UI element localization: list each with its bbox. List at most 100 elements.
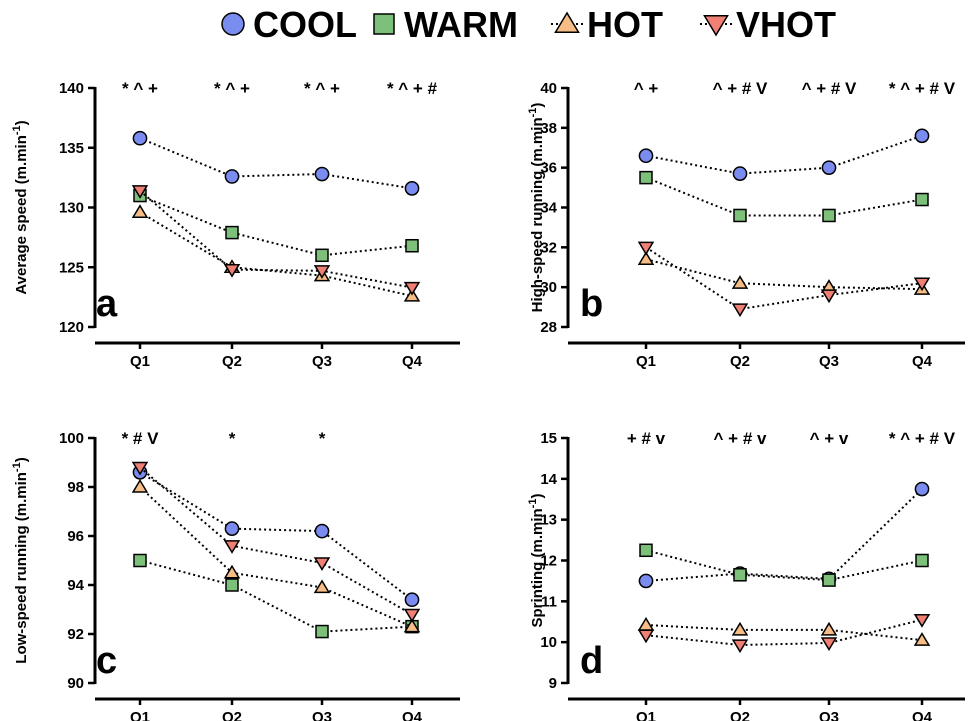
data-point-hot-q2 [731,621,749,636]
x-tick-label: Q3 [819,709,839,721]
x-tick-label: Q4 [912,353,933,370]
data-point-hot-q2 [731,275,749,289]
series-line-vhot [645,246,923,311]
data-point-cool-q2 [224,169,240,184]
x-tick-label: Q4 [402,353,423,370]
y-axis-label: Sprinting (m.min-1) [527,494,546,628]
data-point-vhot-q2 [223,263,241,278]
panels: 120 125 130 135 140 Q1 Q2 Q3 Q4 Average speed (m.… [11,79,965,721]
y-tick-label: 135 [59,140,84,157]
x-tick-label: Q3 [312,709,332,721]
legend-marker-hot [554,11,580,33]
y-tick-label: 30 [540,279,557,296]
series-line-hot [139,211,413,297]
legend-marker-vhot [703,15,729,37]
series-hot [131,204,421,302]
legend-label-hot: HOT [587,4,663,45]
data-point-cool-q3 [314,523,330,539]
data-point-hot-q1 [637,251,655,265]
panel-letter: d [580,640,603,682]
significance-label: ^ + v [810,429,849,448]
y-tick-label: 120 [59,319,84,336]
series-line-warm [139,194,413,257]
data-point-warm-q2 [733,568,747,582]
significance-label: ^ + [634,79,659,98]
significance-label: * ^ + # V [889,429,956,448]
panel-letter: b [580,283,603,325]
y-tick-label: 14 [540,471,557,488]
data-point-vhot-q4 [403,281,421,296]
series-line-cool [139,137,413,190]
y-axis-label: High-speed running (m.min-1) [527,103,546,313]
significance-label: * # V [122,429,160,448]
data-point-warm-q4 [405,238,419,253]
x-tick-label: Q4 [912,709,933,721]
legend-marker-cool [221,12,245,36]
x-tick-label: Q4 [402,709,423,721]
series-vhot [131,461,421,623]
data-point-cool-q3 [821,160,837,176]
series-line-warm [645,549,923,582]
data-point-vhot-q1 [637,629,655,644]
y-tick-label: 36 [540,160,557,177]
significance-label: * [319,429,326,448]
data-point-cool-q4 [914,481,930,497]
y-axis-label: Average speed (m.min-1) [11,120,30,294]
series-vhot [131,185,421,296]
data-point-hot-q1 [131,478,149,493]
y-tick-label: 100 [59,430,84,447]
data-point-cool-q2 [732,166,748,181]
legend-label-cool: COOL [253,4,357,45]
y-tick-label: 15 [540,430,557,447]
data-point-hot-q4 [403,618,421,633]
x-tick-label: Q2 [222,709,242,721]
data-point-vhot-q3 [820,637,838,652]
data-point-warm-q1 [639,170,653,185]
series-hot [637,251,931,295]
data-point-warm-q3 [822,208,836,223]
legend-item-hot: HOT [551,4,663,45]
data-point-vhot-q4 [403,608,421,623]
y-tick-label: 140 [59,80,84,97]
data-point-hot-q3 [313,579,331,594]
series-line-hot [139,486,413,628]
data-point-vhot-q1 [131,185,149,199]
series-line-vhot [139,466,413,616]
x-tick-label: Q1 [130,353,150,370]
significance-label: ^ + # V [802,79,857,98]
series-cool [638,481,930,589]
y-tick-label: 28 [540,319,557,336]
series-warm [639,170,929,223]
series-cool [638,128,930,181]
y-tick-label: 38 [540,120,557,137]
legend-label-vhot: VHOT [736,4,836,45]
significance-label: * ^ + # V [889,79,956,98]
data-point-vhot-q1 [637,241,655,256]
significance-label: ^ + # v [714,429,767,448]
series-line-hot [645,624,923,642]
y-tick-label: 9 [549,675,557,692]
data-point-vhot-q3 [820,289,838,304]
data-point-cool-q1 [638,148,654,164]
data-point-warm-q3 [315,624,329,639]
data-point-vhot-q2 [731,303,749,318]
y-tick-label: 90 [67,675,84,692]
series-line-warm [645,176,923,217]
x-tick-label: Q3 [312,353,332,370]
data-point-warm-q4 [915,553,929,568]
data-point-warm-q4 [915,192,929,207]
legend-item-vhot: VHOT [700,4,836,45]
y-tick-label: 125 [59,259,84,276]
panel-letter: a [96,283,118,325]
y-tick-label: 11 [541,593,557,610]
x-tick-label: Q2 [730,709,750,721]
significance-label: + # v [627,429,666,448]
data-point-vhot-q4 [913,277,931,292]
data-point-warm-q1 [133,553,147,568]
x-tick-label: Q2 [222,353,242,370]
y-tick-label: 98 [67,479,84,496]
series-cool [132,464,420,608]
data-point-vhot-q1 [131,461,149,476]
x-tick-label: Q3 [819,353,839,370]
panel-letter: c [96,640,117,682]
